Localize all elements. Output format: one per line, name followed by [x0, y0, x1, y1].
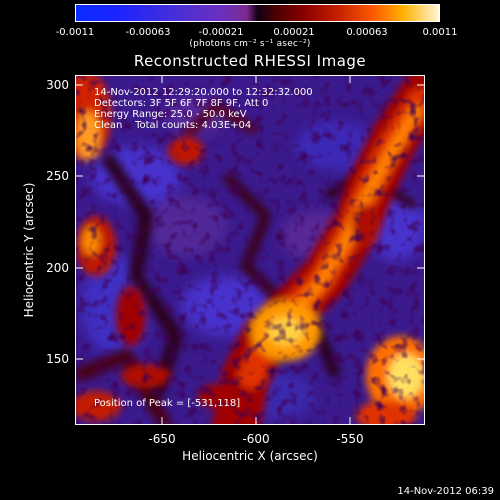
x-tick-label: -650 [148, 432, 176, 446]
y-tick-label: 300 [46, 78, 69, 92]
colorbar-tick-label: 0.00063 [346, 27, 388, 38]
colorbar-units: (photons cm⁻² s⁻¹ asec⁻²) [189, 39, 311, 49]
image-plot-area: 14-Nov-2012 12:29:20.000 to 12:32:32.000… [75, 75, 425, 425]
timestamp: 14-Nov-2012 06:39 [397, 486, 494, 497]
annotation-time-range: 14-Nov-2012 12:29:20.000 to 12:32:32.000 [94, 87, 313, 98]
y-tick-label: 150 [46, 352, 69, 366]
annotation-energy-range: Energy Range: 25.0 - 50.0 keV [94, 109, 247, 120]
y-axis-label: Heliocentric Y (arcsec) [22, 182, 36, 318]
rhessi-image [76, 76, 424, 424]
colorbar-tick-label: -0.00063 [125, 27, 171, 38]
annotation-peak-position: Position of Peak = [-531,118] [94, 398, 241, 409]
plot-title: Reconstructed RHESSI Image [133, 52, 367, 70]
y-tick-label: 250 [46, 169, 69, 183]
y-tick-label: 200 [46, 261, 69, 275]
x-axis-label: Heliocentric X (arcsec) [182, 449, 318, 463]
annotation-detectors: Detectors: 3F 5F 6F 7F 8F 9F, Att 0 [94, 98, 269, 109]
x-tick-label: -600 [242, 432, 270, 446]
x-tick-label: -550 [336, 432, 364, 446]
colorbar-tick-label: -0.0011 [55, 27, 95, 38]
colorbar-tick-label: 0.0011 [422, 27, 458, 38]
annotation-clean-total-counts: Clean Total counts: 4.03E+04 [94, 120, 252, 131]
colorbar-tick-label: 0.00021 [273, 27, 315, 38]
colorbar-gradient [75, 4, 440, 22]
colorbar-tick-label: -0.00021 [198, 27, 244, 38]
